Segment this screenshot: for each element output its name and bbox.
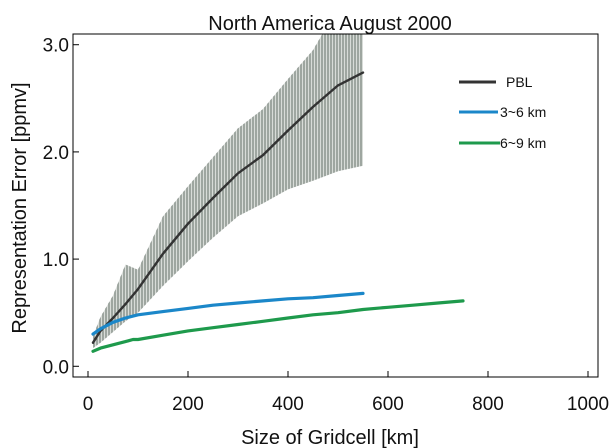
x-axis-label: Size of Gridcell [km] xyxy=(241,427,419,448)
legend-label-1: 3~6 km xyxy=(500,104,546,120)
x-tick-label: 200 xyxy=(172,394,204,415)
plot-frame xyxy=(72,33,599,378)
x-tick-label: 400 xyxy=(272,394,304,415)
x-tick-label: 0 xyxy=(83,394,94,415)
x-tick-label: 1000 xyxy=(567,394,609,415)
series-lines xyxy=(91,71,465,353)
series-line-0 xyxy=(91,71,365,344)
series-line-1 xyxy=(91,291,365,336)
pbl-uncertainty-band xyxy=(93,34,363,349)
x-tick-label: 800 xyxy=(472,394,504,415)
y-tick-label: 3.0 xyxy=(43,36,69,57)
axis-ticks: 0 200 400 600 800 1000 0.0 1.0 2.0 3.0 xyxy=(43,36,609,415)
legend: PBL 3~6 km 6~9 km xyxy=(459,74,546,151)
band-0 xyxy=(93,34,363,349)
series-line-2 xyxy=(91,299,465,353)
y-tick-label: 1.0 xyxy=(43,250,69,271)
chart-title: North America August 2000 xyxy=(208,13,451,35)
legend-label-0: PBL xyxy=(506,74,533,90)
y-tick-label: 0.0 xyxy=(43,357,69,378)
y-axis-label: Representation Error [ppmv] xyxy=(9,82,31,333)
y-tick-label: 2.0 xyxy=(43,143,69,164)
x-tick-label: 600 xyxy=(372,394,404,415)
legend-label-2: 6~9 km xyxy=(500,135,546,151)
